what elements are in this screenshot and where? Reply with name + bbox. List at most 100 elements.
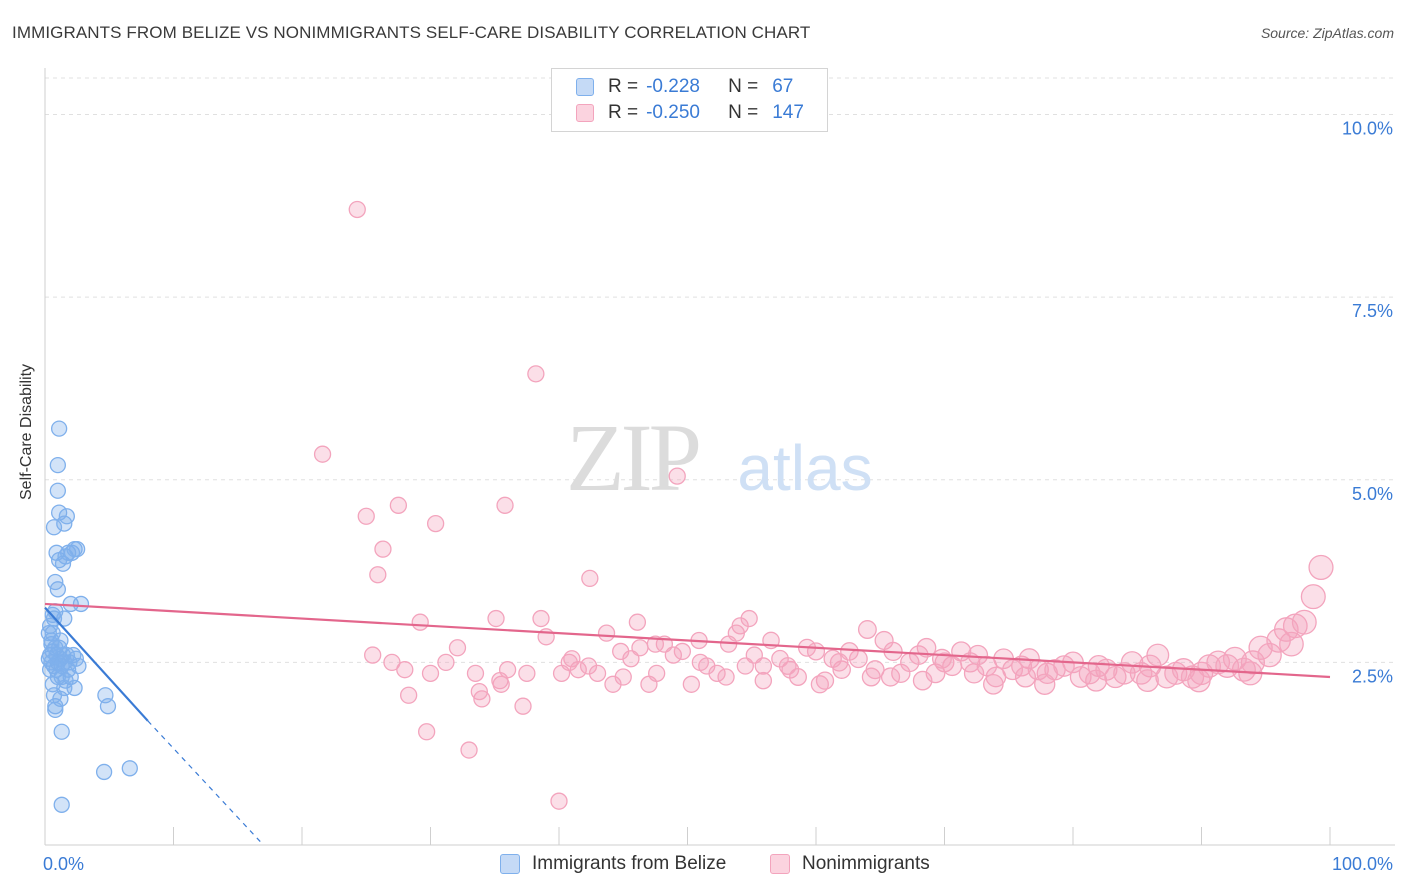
point-nonimmigrants	[470, 682, 488, 701]
point-nonimmigrants	[983, 673, 1004, 695]
point-nonimmigrants	[612, 642, 630, 661]
point-nonimmigrants	[1279, 631, 1304, 657]
point-nonimmigrants	[597, 624, 616, 642]
bottom-legend-swatch-nonimmigrants	[770, 854, 790, 874]
point-nonimmigrants	[1300, 584, 1326, 610]
point-nonimmigrants	[628, 613, 647, 631]
point-nonimmigrants	[1146, 643, 1170, 667]
bottom-legend-nonimmigrants: Nonimmigrants	[770, 852, 930, 876]
tick-labels: 2.5% 5.0% 7.5% 10.0% 0.0% 100.0%	[43, 119, 1393, 874]
point-belize	[121, 760, 138, 777]
point-nonimmigrants	[1291, 609, 1317, 635]
point-nonimmigrants	[1011, 655, 1033, 677]
point-belize	[47, 701, 64, 719]
point-nonimmigrants	[931, 648, 952, 669]
point-nonimmigrants	[806, 642, 826, 661]
point-nonimmigrants	[691, 653, 709, 672]
x-tick-label-min: 0.0%	[43, 854, 84, 874]
legend-r-value: -0.228	[646, 76, 700, 97]
point-nonimmigrants	[673, 642, 692, 661]
point-nonimmigrants	[861, 667, 881, 687]
point-nonimmigrants	[1257, 642, 1282, 668]
point-nonimmigrants	[664, 646, 683, 664]
point-nonimmigrants	[1187, 668, 1211, 693]
watermark-atlas: atlas	[737, 432, 872, 504]
point-belize	[70, 657, 87, 675]
point-nonimmigrants	[563, 650, 581, 668]
point-nonimmigrants	[496, 496, 514, 514]
point-belize	[52, 632, 69, 649]
point-nonimmigrants	[1129, 661, 1153, 685]
bottom-legend-label-belize: Immigrants from Belize	[532, 853, 727, 874]
x-tick-label-max: 100.0%	[1332, 854, 1393, 874]
point-nonimmigrants	[400, 686, 418, 704]
point-nonimmigrants	[829, 653, 849, 672]
point-nonimmigrants	[518, 664, 536, 682]
point-nonimmigrants	[1014, 666, 1036, 688]
point-nonimmigrants	[857, 620, 877, 639]
point-nonimmigrants	[1308, 554, 1334, 581]
legend-r-value: -0.250	[646, 102, 700, 123]
trend-line-nonimmigrants	[44, 602, 1331, 679]
point-belize	[49, 482, 66, 499]
point-nonimmigrants	[498, 661, 517, 679]
point-belize	[53, 723, 70, 740]
point-nonimmigrants	[880, 667, 901, 687]
legend-row-belize: R = -0.228 N = 67	[576, 75, 793, 99]
point-belize	[95, 763, 113, 781]
point-nonimmigrants	[778, 657, 797, 675]
point-nonimmigrants	[411, 613, 429, 631]
y-tick-label: 2.5%	[1352, 666, 1393, 686]
legend-r-label: R =	[608, 102, 639, 123]
watermark: ZIP atlas	[566, 404, 873, 511]
point-belize	[50, 420, 68, 437]
point-belize	[99, 698, 117, 715]
chart-source: Source: ZipAtlas.com	[1260, 25, 1394, 41]
point-nonimmigrants	[383, 653, 401, 672]
point-belize	[50, 504, 68, 521]
point-nonimmigrants	[727, 624, 745, 642]
point-belize	[58, 508, 75, 525]
point-nonimmigrants	[487, 609, 505, 628]
point-nonimmigrants	[348, 200, 366, 219]
point-nonimmigrants	[789, 668, 807, 686]
point-nonimmigrants	[437, 653, 455, 672]
legend-n-value: 67	[772, 76, 794, 97]
legend-swatch-nonimmigrants	[576, 104, 594, 122]
trend-line-belize	[44, 606, 149, 722]
trend-line-belize-extension	[147, 720, 264, 846]
point-nonimmigrants	[417, 723, 436, 741]
point-belize	[53, 796, 70, 813]
point-nonimmigrants	[912, 670, 933, 691]
point-nonimmigrants	[1085, 669, 1108, 692]
point-nonimmigrants	[426, 514, 445, 533]
point-nonimmigrants	[668, 467, 686, 485]
legend-n-label: N =	[728, 102, 759, 123]
point-nonimmigrants	[682, 675, 701, 693]
point-nonimmigrants	[460, 741, 478, 759]
point-nonimmigrants	[1136, 669, 1159, 693]
point-belize	[56, 679, 73, 697]
series-belize-points	[40, 420, 138, 813]
point-nonimmigrants	[646, 635, 665, 653]
point-nonimmigrants	[916, 637, 937, 658]
legend-n-label: N =	[728, 76, 759, 97]
trend-lines	[44, 602, 1331, 846]
point-nonimmigrants	[364, 646, 382, 664]
grid-lines	[45, 77, 1395, 663]
point-nonimmigrants	[514, 697, 532, 715]
point-nonimmigrants	[369, 566, 387, 584]
y-tick-label: 5.0%	[1352, 484, 1393, 504]
point-nonimmigrants	[527, 365, 545, 383]
correlation-legend: R = -0.228 N = 67 R = -0.250 N = 147	[551, 68, 828, 132]
point-belize	[72, 595, 90, 613]
point-belize	[40, 625, 58, 642]
point-nonimmigrants	[754, 657, 773, 675]
point-nonimmigrants	[614, 668, 632, 686]
axes	[44, 68, 1395, 846]
bottom-legend-belize: Immigrants from Belize	[500, 852, 726, 876]
point-nonimmigrants	[1034, 673, 1056, 695]
point-nonimmigrants	[569, 661, 587, 679]
point-nonimmigrants	[754, 671, 773, 690]
point-belize	[58, 646, 75, 664]
